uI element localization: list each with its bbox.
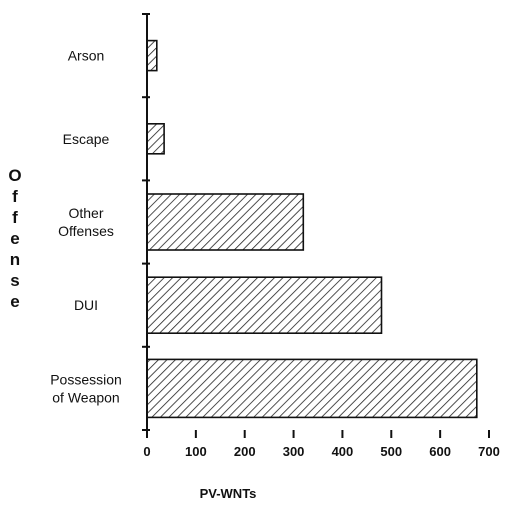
x-tick-label-6: 600 [429, 444, 451, 459]
axes [142, 13, 490, 438]
category-label-4: Possession of Weapon [50, 371, 122, 405]
bars [146, 39, 478, 419]
x-tick-label-1: 100 [185, 444, 207, 459]
bar-4 [146, 358, 478, 419]
bar-1 [146, 123, 165, 155]
x-axis-title: PV-WNTs [200, 486, 257, 501]
category-label-3: DUI [74, 297, 98, 313]
x-tick-label-3: 300 [283, 444, 305, 459]
bar-2 [146, 193, 305, 251]
category-label-0: Arson [68, 48, 105, 64]
x-tick-label-2: 200 [234, 444, 256, 459]
x-tick-label-0: 0 [143, 444, 150, 459]
labels: 0 100 200 300 400 500 600 700 Arson Escape Other Of… [8, 48, 499, 501]
category-label-1: Escape [63, 131, 110, 147]
category-label-2: Other Offenses [58, 205, 114, 239]
x-tick-label-5: 500 [380, 444, 402, 459]
x-tick-label-4: 400 [332, 444, 354, 459]
x-tick-label-7: 700 [478, 444, 500, 459]
bar-0 [146, 39, 158, 72]
bar-3 [146, 276, 383, 335]
